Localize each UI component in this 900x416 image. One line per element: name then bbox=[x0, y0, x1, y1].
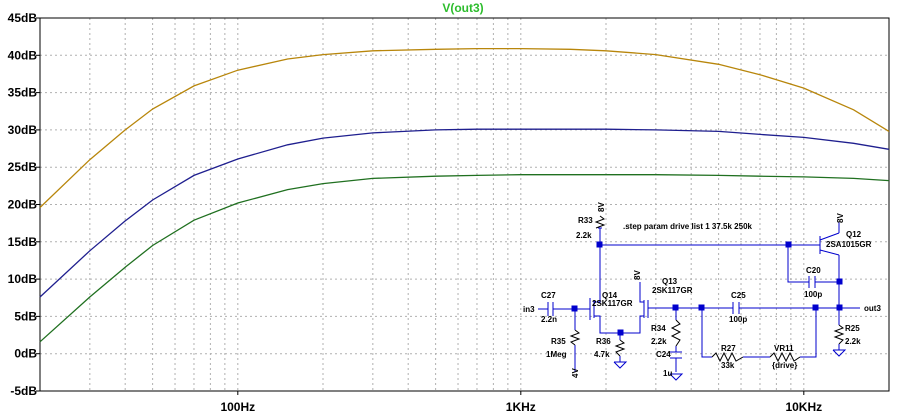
y-tick-label: 20dB bbox=[8, 198, 38, 212]
model-q13: 2SK117GR bbox=[652, 286, 693, 295]
label-c24: C24 bbox=[656, 350, 671, 359]
model-q14: 2SK117GR bbox=[592, 299, 633, 308]
value-r27: 33k bbox=[721, 361, 735, 370]
label-r27: R27 bbox=[721, 344, 736, 353]
x-tick-label: 1KHz bbox=[506, 400, 536, 414]
label-r35: R35 bbox=[551, 337, 566, 346]
spice-directive: .step param drive list 1 37.5k 250k bbox=[623, 222, 753, 231]
schematic-labels: .step param drive list 1 37.5k 250k R33 … bbox=[523, 202, 881, 378]
y-tick-label: 30dB bbox=[8, 123, 38, 137]
chart-title: V(out3) bbox=[442, 1, 483, 15]
label-c27: C27 bbox=[541, 291, 556, 300]
y-tick-label: 0dB bbox=[14, 347, 37, 361]
x-axis: 100Hz 1KHz 10KHz bbox=[220, 391, 822, 414]
label-r33: R33 bbox=[578, 216, 593, 225]
series-line-1 bbox=[39, 47, 890, 208]
series-line-2 bbox=[39, 128, 890, 298]
value-r34: 2.2k bbox=[651, 337, 667, 346]
label-r34: R34 bbox=[651, 324, 666, 333]
y-tick-label: 35dB bbox=[8, 86, 38, 100]
value-vr11: {drive} bbox=[772, 361, 797, 370]
series-curves bbox=[39, 47, 890, 343]
x-tick-label: 10KHz bbox=[785, 400, 822, 414]
grid bbox=[39, 17, 890, 392]
label-q14: Q14 bbox=[602, 291, 618, 300]
y-tick-label: 25dB bbox=[8, 160, 38, 174]
value-c25: 100p bbox=[729, 315, 747, 324]
value-c20: 100p bbox=[804, 290, 822, 299]
y-tick-label: 45dB bbox=[8, 11, 38, 25]
value-r33: 2.2k bbox=[576, 231, 592, 240]
value-r36: 4.7k bbox=[594, 350, 610, 359]
y-tick-label: 10dB bbox=[8, 272, 38, 286]
label-v8c: 8V bbox=[633, 270, 642, 280]
label-r25: R25 bbox=[845, 324, 860, 333]
label-v8a: 8V bbox=[597, 202, 606, 212]
value-c27: 2.2n bbox=[541, 315, 557, 324]
model-q12: 2SA1015GR bbox=[826, 240, 872, 249]
label-q13: Q13 bbox=[662, 277, 678, 286]
label-v4: 4V bbox=[571, 368, 580, 378]
label-r36: R36 bbox=[596, 337, 611, 346]
y-tick-label: -5dB bbox=[10, 384, 37, 398]
y-axis: -5dB 0dB 5dB 10dB 15dB 20dB 25dB 30dB 35dB 40dB 45… bbox=[8, 11, 40, 398]
x-tick-label: 100Hz bbox=[220, 400, 255, 414]
label-out3: out3 bbox=[864, 304, 881, 313]
y-tick-label: 15dB bbox=[8, 235, 38, 249]
label-c25: C25 bbox=[731, 291, 746, 300]
label-c20: C20 bbox=[806, 266, 821, 275]
y-tick-label: 40dB bbox=[8, 48, 38, 62]
schematic bbox=[538, 215, 860, 381]
value-r35: 1Meg bbox=[546, 350, 567, 359]
label-v8b: 8V bbox=[836, 213, 845, 223]
series-line-3 bbox=[39, 174, 890, 343]
value-r25: 2.2k bbox=[845, 337, 861, 346]
label-in3: in3 bbox=[523, 305, 535, 314]
y-tick-label: 5dB bbox=[14, 309, 37, 323]
label-q12: Q12 bbox=[846, 230, 862, 239]
value-c24: 1u bbox=[663, 369, 672, 378]
label-vr11: VR11 bbox=[774, 344, 794, 353]
